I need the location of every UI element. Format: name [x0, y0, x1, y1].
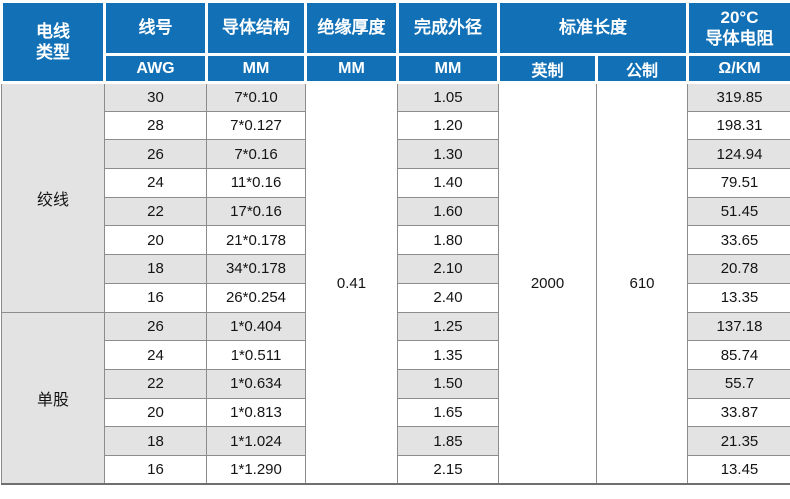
header-resistance-line2: 导体电阻	[705, 29, 774, 48]
cell-outer-diameter: 1.65	[397, 397, 499, 428]
cell-resistance: 55.7	[687, 368, 790, 399]
table-header: 电线 类型 线号 导体结构 绝缘厚度 完成外径 标准长度 20°C 导体电阻 A…	[0, 0, 790, 84]
header-resistance-unit: Ω/KM	[686, 53, 790, 84]
header-wire-type-line2: 类型	[36, 43, 70, 62]
header-resistance-line1: 20°C	[720, 7, 759, 27]
cell-awg: 16	[104, 282, 207, 313]
cell-outer-diameter: 2.40	[397, 282, 499, 313]
cell-awg: 20	[104, 397, 207, 428]
cell-awg: 20	[104, 225, 207, 256]
header-outer-diameter: 完成外径	[396, 0, 500, 56]
header-outer-diameter-unit: MM	[396, 53, 500, 84]
cell-awg: 18	[104, 426, 207, 456]
cell-outer-diameter: 2.10	[397, 254, 499, 284]
cell-conductor: 21*0.178	[206, 225, 306, 256]
cell-outer-diameter: 1.25	[397, 311, 499, 342]
table-row: 26 7*0.16 1.30 124.94	[2, 139, 790, 170]
table-row: 22 17*0.16 1.60 51.45	[2, 196, 790, 227]
cell-resistance: 13.35	[687, 282, 790, 313]
header-insulation-unit: MM	[304, 53, 399, 84]
cell-conductor: 26*0.254	[206, 282, 306, 313]
cell-awg: 22	[104, 196, 207, 227]
cell-length-imperial-merged: 2000	[498, 82, 597, 485]
cell-conductor: 17*0.16	[206, 196, 306, 227]
cell-awg: 16	[104, 454, 207, 485]
header-gauge: 线号	[103, 0, 208, 56]
cell-conductor: 1*0.634	[206, 368, 306, 399]
cell-outer-diameter: 1.40	[397, 168, 499, 198]
cell-conductor: 7*0.127	[206, 110, 306, 141]
cell-conductor: 1*0.813	[206, 397, 306, 428]
table-body: 绞线 30 7*0.10 0.41 1.05 2000 610 319.85 28 7*0.127…	[1, 82, 790, 485]
header-length-metric: 公制	[595, 53, 689, 84]
table-row: 28 7*0.127 1.20 198.31	[2, 110, 790, 141]
header-insulation: 绝缘厚度	[304, 0, 399, 56]
cell-awg: 26	[104, 139, 207, 170]
table-row: 20 21*0.178 1.80 33.65	[2, 225, 790, 256]
cell-insulation-merged: 0.41	[305, 82, 398, 485]
cell-awg: 30	[104, 82, 207, 112]
cell-conductor: 1*1.024	[206, 426, 306, 456]
wire-type-cell: 单股	[1, 311, 105, 485]
cell-resistance: 13.45	[687, 454, 790, 485]
cell-awg: 22	[104, 368, 207, 399]
header-standard-length: 标准长度	[497, 0, 689, 56]
table-row: 24 1*0.511 1.35 85.74	[2, 340, 790, 370]
wire-spec-table: 电线 类型 线号 导体结构 绝缘厚度 完成外径 标准长度 20°C 导体电阻 A…	[0, 0, 790, 485]
cell-resistance: 51.45	[687, 196, 790, 227]
cell-conductor: 1*0.511	[206, 340, 306, 370]
header-gauge-unit: AWG	[103, 53, 208, 84]
cell-outer-diameter: 1.35	[397, 340, 499, 370]
header-resistance: 20°C 导体电阻	[686, 0, 790, 56]
cell-outer-diameter: 1.60	[397, 196, 499, 227]
table-row: 22 1*0.634 1.50 55.7	[2, 368, 790, 399]
cell-resistance: 79.51	[687, 168, 790, 198]
cell-resistance: 21.35	[687, 426, 790, 456]
cell-outer-diameter: 1.20	[397, 110, 499, 141]
header-conductor: 导体结构	[205, 0, 307, 56]
cell-awg: 18	[104, 254, 207, 284]
table-row: 绞线 30 7*0.10 0.41 1.05 2000 610 319.85	[1, 82, 790, 485]
cell-resistance: 124.94	[687, 139, 790, 170]
table-row: 20 1*0.813 1.65 33.87	[2, 397, 790, 428]
header-wire-type-line1: 电线	[36, 21, 70, 41]
cell-resistance: 198.31	[687, 110, 790, 141]
cell-conductor: 7*0.10	[206, 82, 306, 112]
cell-resistance: 137.18	[687, 311, 790, 342]
header-length-imperial: 英制	[497, 53, 598, 84]
cell-resistance: 33.87	[687, 397, 790, 428]
cell-awg: 24	[104, 340, 207, 370]
table-row: 24 11*0.16 1.40 79.51	[2, 168, 790, 198]
cell-awg: 28	[104, 110, 207, 141]
cell-conductor: 7*0.16	[206, 139, 306, 170]
cell-resistance: 20.78	[687, 254, 790, 284]
table-row: 18 34*0.178 2.10 20.78	[2, 254, 790, 284]
table-row: 18 1*1.024 1.85 21.35	[2, 426, 790, 456]
cell-resistance: 319.85	[687, 82, 790, 112]
cell-conductor: 1*1.290	[206, 454, 306, 485]
cell-resistance: 85.74	[687, 340, 790, 370]
header-wire-type: 电线 类型	[0, 0, 106, 84]
cell-outer-diameter: 1.85	[397, 426, 499, 456]
cell-conductor: 34*0.178	[206, 254, 306, 284]
cell-awg: 26	[104, 311, 207, 342]
cell-outer-diameter: 1.05	[397, 82, 499, 112]
cell-outer-diameter: 1.50	[397, 368, 499, 399]
cell-outer-diameter: 1.80	[397, 225, 499, 256]
cell-outer-diameter: 2.15	[397, 454, 499, 485]
table-row: 16 26*0.254 2.40 13.35	[2, 282, 790, 313]
header-conductor-unit: MM	[205, 53, 307, 84]
cell-resistance: 33.65	[687, 225, 790, 256]
cell-conductor: 11*0.16	[206, 168, 306, 198]
cell-conductor: 1*0.404	[206, 311, 306, 342]
cell-outer-diameter: 1.30	[397, 139, 499, 170]
wire-type-cell: 绞线	[1, 82, 105, 313]
cell-awg: 24	[104, 168, 207, 198]
cell-length-metric-merged: 610	[596, 82, 688, 485]
table-row: 16 1*1.290 2.15 13.45	[2, 454, 790, 485]
